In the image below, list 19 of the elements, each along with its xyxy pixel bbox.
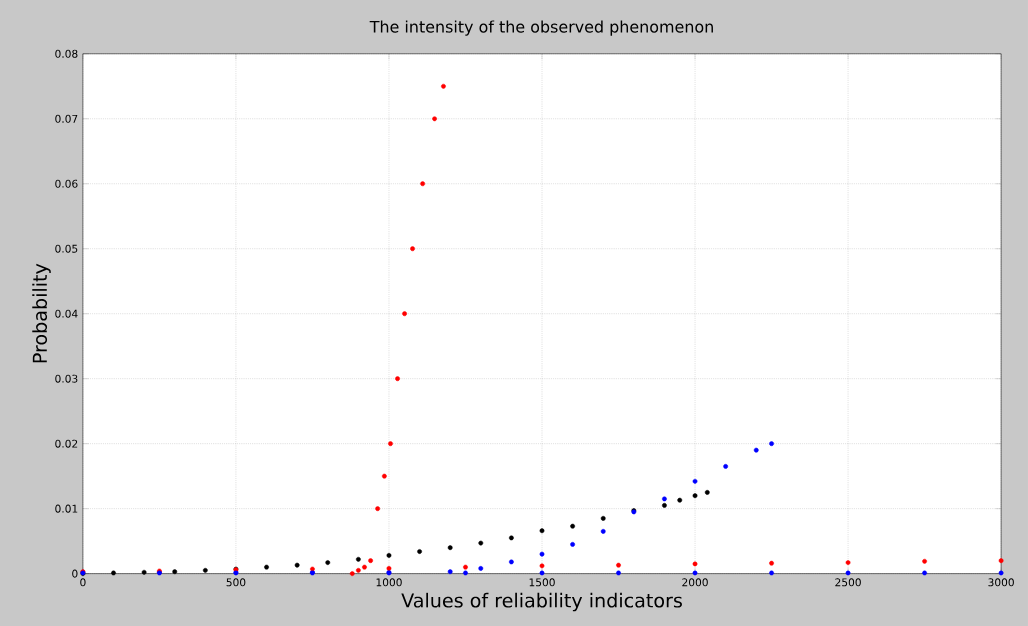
x-tick-label: 2500 bbox=[835, 578, 861, 587]
x-axis-title: Values of reliability indicators bbox=[401, 592, 682, 612]
y-tick-label: 0.05 bbox=[55, 244, 78, 253]
y-tick-label: 0.03 bbox=[55, 374, 78, 383]
y-axis-title: Probability bbox=[32, 263, 51, 363]
y-tick-label: 0.08 bbox=[55, 49, 78, 58]
y-tick-label: 0.01 bbox=[55, 504, 78, 513]
y-tick-label: 0.04 bbox=[55, 309, 78, 318]
x-tick-label: 1000 bbox=[376, 578, 402, 587]
y-tick-label: 0 bbox=[72, 569, 78, 578]
x-tick-label: 2000 bbox=[682, 578, 708, 587]
y-tick-label: 0.06 bbox=[55, 179, 78, 188]
x-tick-label: 1500 bbox=[529, 578, 555, 587]
x-tick-label: 500 bbox=[226, 578, 246, 587]
x-tick-label: 3000 bbox=[988, 578, 1014, 587]
y-tick-label: 0.02 bbox=[55, 439, 78, 448]
chart-title: The intensity of the observed phenomenon bbox=[369, 20, 713, 36]
y-tick-label: 0.07 bbox=[55, 114, 78, 123]
x-tick-label: 0 bbox=[80, 578, 86, 587]
